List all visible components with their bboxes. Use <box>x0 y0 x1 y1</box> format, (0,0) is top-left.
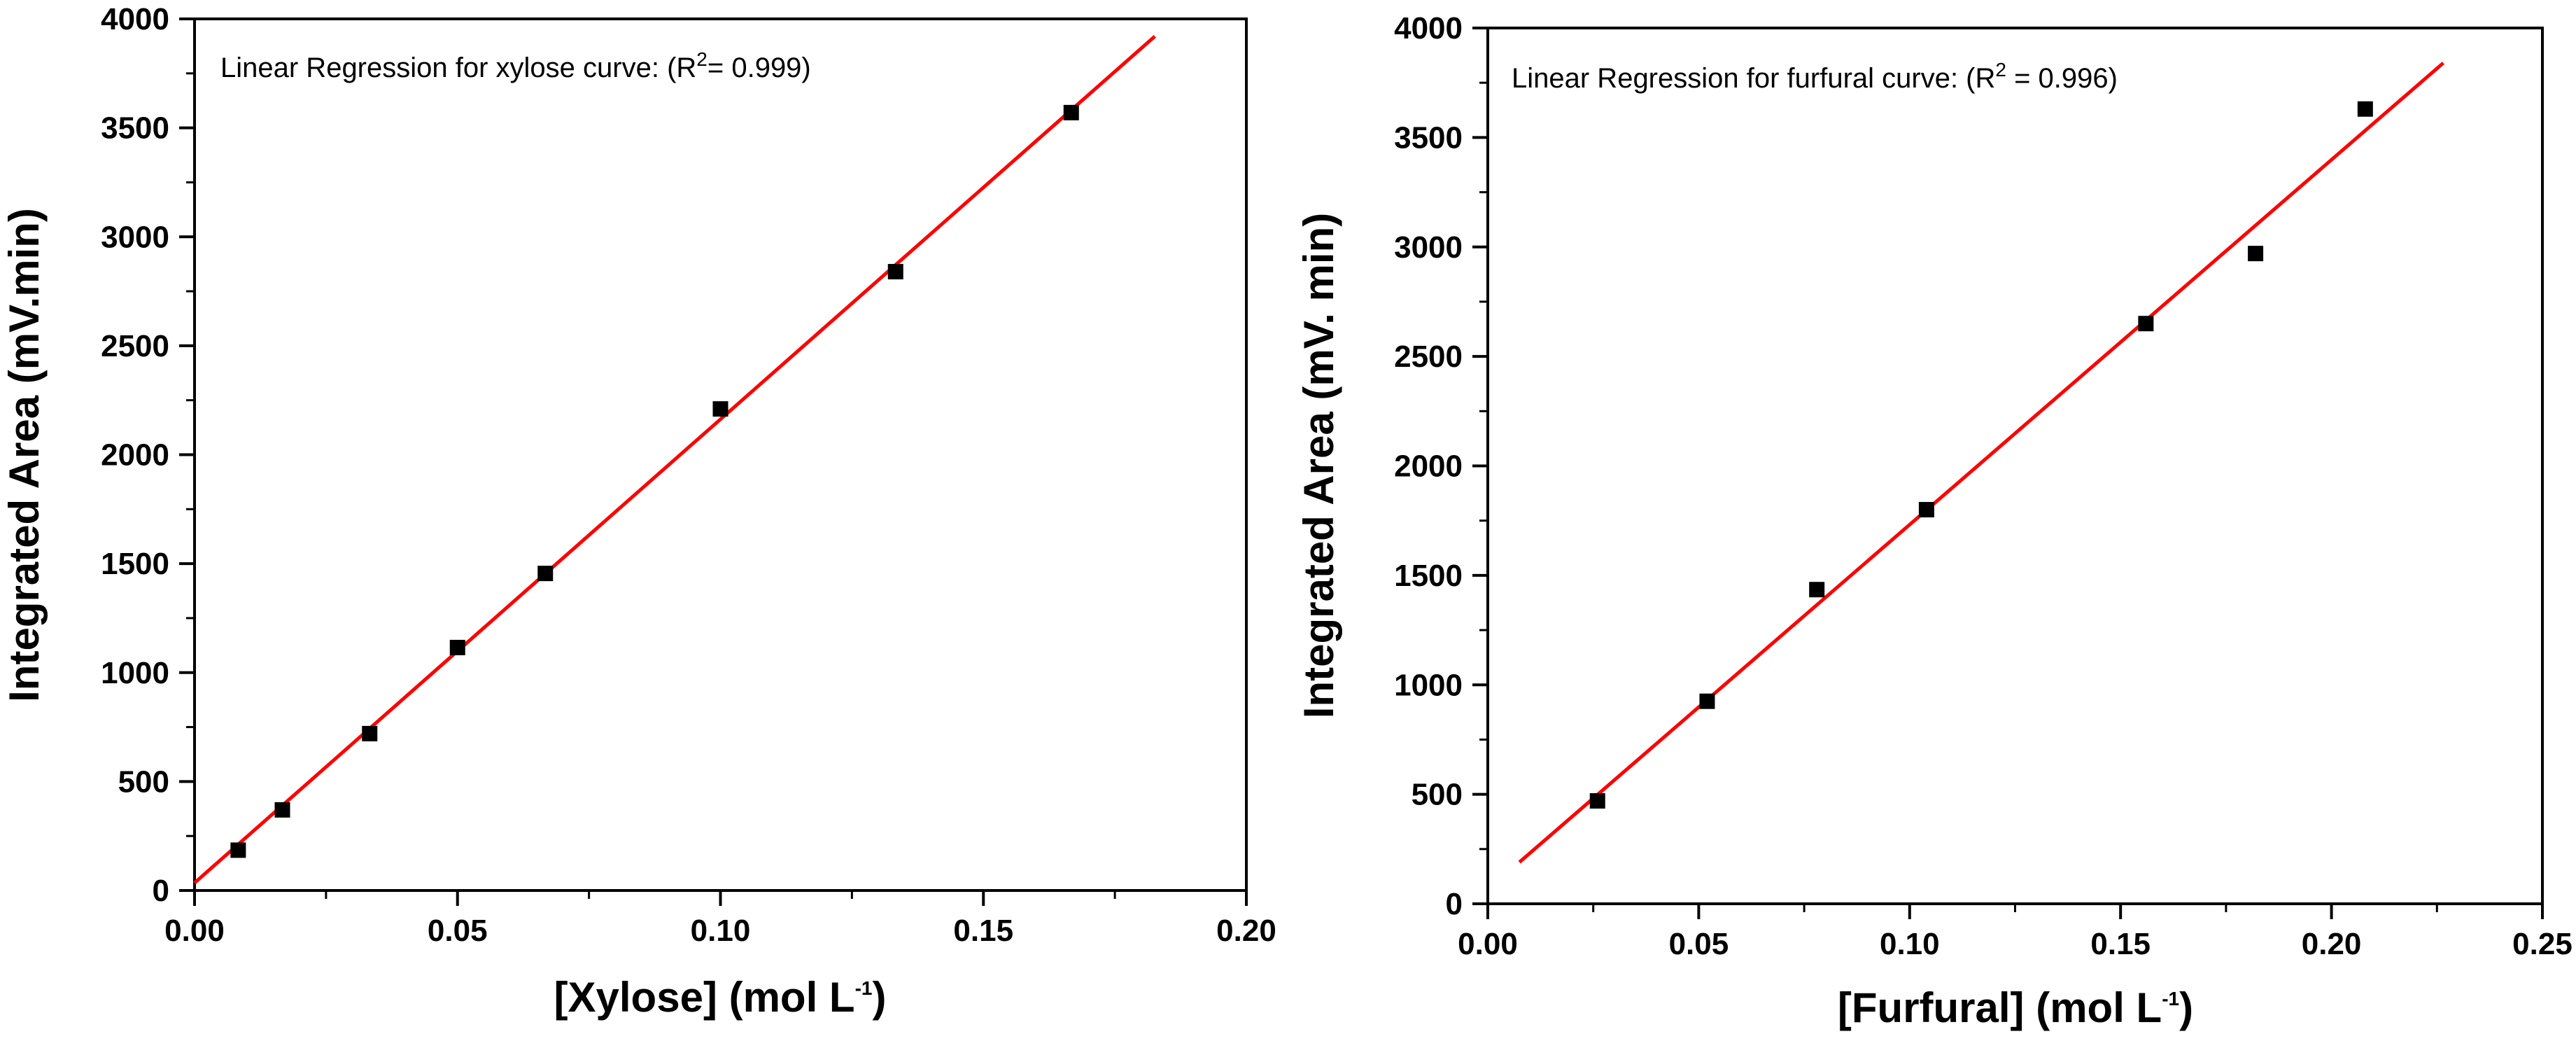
data-point <box>1918 502 1934 518</box>
x-tick-label: 0.10 <box>1880 927 1940 961</box>
plot-frame <box>1486 27 2544 905</box>
y-tick-label: 3000 <box>1394 230 1463 265</box>
data-point <box>712 401 729 417</box>
y-tick-label: 500 <box>118 764 169 799</box>
y-tick-label: 2500 <box>1394 340 1463 374</box>
data-point <box>274 802 290 818</box>
y-tick-label: 3500 <box>101 111 169 146</box>
y-tick-label: 1000 <box>1394 668 1463 702</box>
x-tick-label: 0.20 <box>1216 914 1276 948</box>
y-tick-label: 1500 <box>101 547 169 581</box>
y-tick-label: 2500 <box>101 329 169 363</box>
y-tick-label: 2000 <box>1394 449 1463 484</box>
fit-line-layer <box>1518 62 2444 864</box>
x-tick-label: 0.20 <box>2302 927 2362 961</box>
xylose-calibration-chart: 0.00 0.05 0.10 0.15 0.20 0 500 1000 1500 2000 250… <box>1 2 1276 1021</box>
furfural-calibration-chart: 0.00 0.05 0.10 0.15 0.20 0.25 0 500 1000 1500 200… <box>1295 11 2573 1031</box>
linear-fit-line <box>1518 62 2444 864</box>
x-tick-label: 0.15 <box>953 914 1013 948</box>
x-axis-title: [Furfural] (mol L-1) <box>1838 984 2193 1031</box>
data-points-layer <box>1589 101 2373 809</box>
linear-fit-line <box>193 35 1156 884</box>
data-points-layer <box>230 104 1079 858</box>
data-point <box>2138 316 2154 332</box>
data-point <box>1063 104 1079 120</box>
y-tick-label: 3000 <box>101 220 169 254</box>
y-tick-label: 1500 <box>1394 559 1463 593</box>
regression-annotation: Linear Regression for xylose curve: (R2=… <box>220 48 811 83</box>
x-axis-title: [Xylose] (mol L-1) <box>554 974 887 1021</box>
x-tick-labels: 0.00 0.05 0.10 0.15 0.20 <box>164 914 1276 948</box>
plot-frame <box>193 18 1248 892</box>
y-tick-label: 1000 <box>101 656 169 690</box>
axis-ticks <box>1472 27 2544 919</box>
data-point <box>537 566 554 582</box>
x-tick-label: 0.05 <box>428 914 488 948</box>
data-point <box>1589 793 1605 809</box>
data-point <box>887 264 903 280</box>
data-point <box>230 842 246 858</box>
data-point <box>449 639 465 655</box>
x-tick-labels: 0.00 0.05 0.10 0.15 0.20 0.25 <box>1458 927 2573 961</box>
fit-line-layer <box>193 35 1156 884</box>
x-tick-label: 0.10 <box>691 914 751 948</box>
data-point <box>362 725 378 741</box>
y-tick-labels: 0 500 1000 1500 2000 2500 3000 3500 4000 <box>101 2 169 908</box>
y-tick-label: 4000 <box>101 2 169 36</box>
x-tick-label: 0.15 <box>2090 927 2151 961</box>
data-point <box>2357 101 2373 117</box>
data-point <box>1809 582 1825 598</box>
y-tick-label: 3500 <box>1394 120 1463 155</box>
y-tick-labels: 0 500 1000 1500 2000 2500 3000 3500 4000 <box>1394 11 1463 921</box>
y-tick-label: 500 <box>1412 778 1463 812</box>
y-tick-label: 0 <box>1446 887 1463 921</box>
data-point <box>1699 693 1715 709</box>
y-axis-title: Integrated Area (mV. min) <box>1295 213 1342 718</box>
y-axis-title: Integrated Area (mV.min) <box>1 208 48 702</box>
x-tick-label: 0.25 <box>2512 927 2573 961</box>
axis-ticks <box>179 18 1248 906</box>
y-tick-label: 2000 <box>101 438 169 473</box>
y-tick-label: 0 <box>153 874 169 908</box>
regression-annotation: Linear Regression for furfural curve: (R… <box>1512 59 2118 94</box>
x-tick-label: 0.05 <box>1669 927 1729 961</box>
x-tick-label: 0.00 <box>164 914 225 948</box>
x-tick-label: 0.00 <box>1458 927 1518 961</box>
data-point <box>2248 246 2264 262</box>
y-tick-label: 4000 <box>1394 11 1463 46</box>
